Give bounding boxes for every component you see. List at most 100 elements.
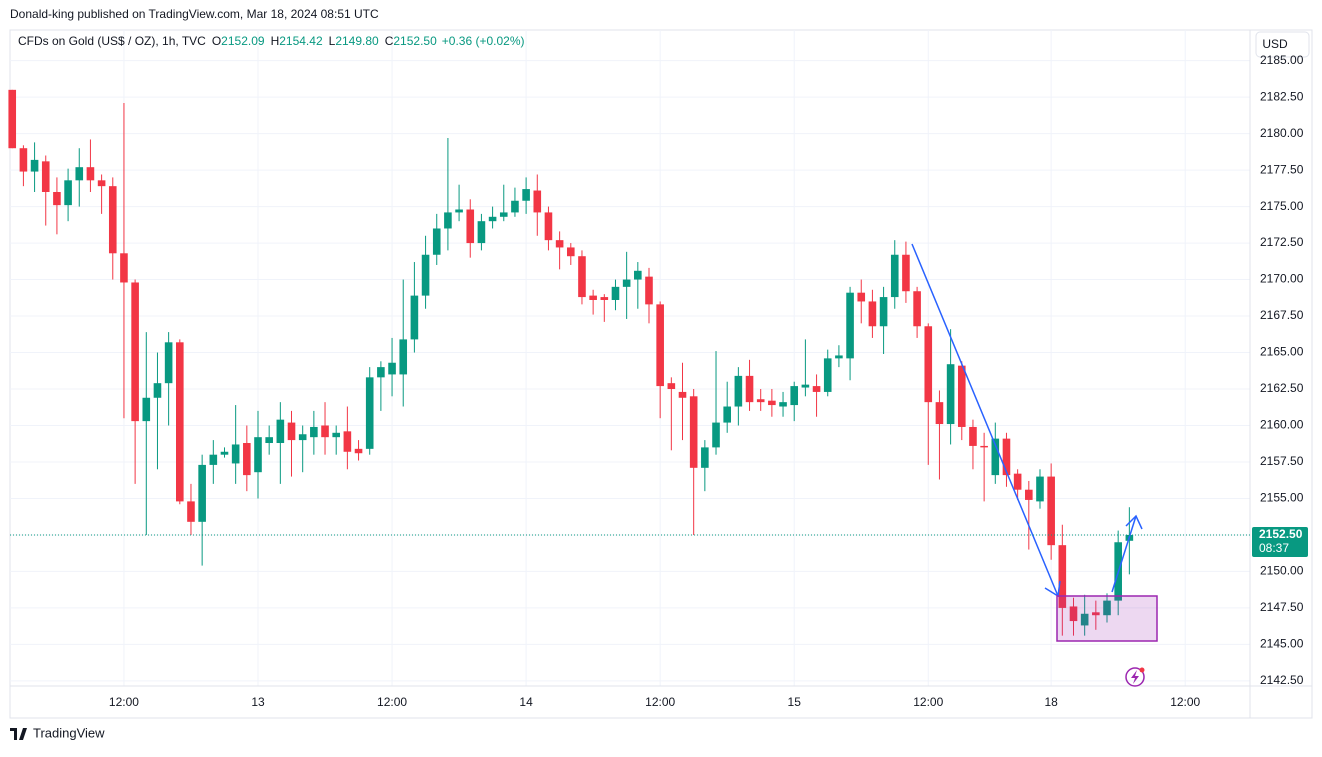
candle-body [868,301,877,327]
y-tick-label: 2185.00 [1260,53,1304,67]
highlight-box [1056,595,1158,642]
x-tick-label: 12:00 [1170,695,1200,709]
candle-body [41,161,50,192]
candle-body [176,342,184,502]
candle-body [924,326,933,403]
y-tick-label: 2170.00 [1260,272,1304,286]
candle-body [1036,476,1044,502]
candle-body [343,431,352,452]
candle-body [957,365,966,427]
candle-body [477,221,486,244]
ohlc-key: C [385,34,394,48]
candle-body [1058,545,1067,608]
brand: TradingView [33,725,105,740]
candle-body [511,200,519,213]
candle-body [120,253,128,283]
candle-body [97,180,106,187]
x-tick-label: 12:00 [913,695,943,709]
logo [10,728,27,740]
candle-body [421,254,430,296]
candle-body [332,432,340,438]
candle-body [522,189,530,201]
ohlc-key: O [212,34,221,48]
candle-body [1047,476,1055,546]
candle-body [689,396,698,468]
candle-body [19,148,28,172]
candle-body [634,270,642,280]
candle-body [231,444,240,464]
candle-body [254,437,262,473]
y-tick-label: 2147.50 [1260,600,1304,614]
y-tick-label: 2155.00 [1260,491,1304,505]
candle-body [913,291,921,327]
candle-body [499,212,508,217]
candle-body [455,209,463,213]
candle-body [399,339,408,375]
candle-body [287,422,296,441]
candle-body [656,304,664,387]
trend-arrow [911,243,1059,597]
candle-body [768,400,776,406]
candle-body [466,209,475,244]
candle-body [622,279,631,287]
candle-body [164,342,173,384]
candle-body [153,383,162,398]
trend-arrow [1111,515,1137,593]
candle-body [645,276,653,305]
y-tick-label: 2172.50 [1260,235,1304,249]
candle-body [377,367,385,378]
candle-body [209,454,218,465]
candle-body [86,167,95,181]
candle-body [734,375,743,407]
y-tick-label: 2175.00 [1260,199,1304,213]
x-tick-label: 13 [251,695,265,709]
candle-body [1069,606,1078,622]
candle-body [935,402,944,425]
y-tick-label: 2142.50 [1260,673,1304,687]
candle-body [64,180,72,206]
candle-body [488,216,497,222]
currency-button[interactable] [1255,31,1310,58]
candle-body [265,437,273,444]
grid [10,30,1250,686]
candle-body [298,434,307,441]
candle-body [712,422,720,448]
ohlc-value: 2152.50 [393,34,437,48]
candle-body [555,240,564,248]
candle-body [276,419,285,444]
candle-body [890,254,899,298]
candle-body [823,358,832,392]
candle-body [30,159,39,172]
countdown: 08:37 [1259,541,1289,555]
candle-body [701,447,709,468]
last-price-label: 2152.50 [1259,527,1303,541]
candle-body [1103,600,1111,616]
y-tick-label: 2157.50 [1260,454,1304,468]
candle-body [354,448,363,454]
candle-body [1080,613,1089,626]
candle-body [566,247,575,257]
candle-body [846,292,854,359]
ohlc-key: H [271,34,280,48]
candle-body [812,386,821,392]
y-tick-label: 2145.00 [1260,637,1304,651]
y-tick-label: 2177.50 [1260,162,1304,176]
candle-body [600,297,609,300]
candle-body [946,364,955,425]
candle-body [310,426,318,438]
candle-body [388,362,396,375]
candle-body [991,438,1000,476]
candle-body [745,375,754,403]
y-tick-label: 2162.50 [1260,381,1304,395]
x-tick-label: 12:00 [109,695,139,709]
last-price-tag [1252,526,1308,557]
candle-body [321,425,329,438]
chart-frame [9,29,1313,719]
candle-body [969,426,977,446]
candle-body [1092,612,1100,616]
ohlc-value: 2149.80 [335,34,379,48]
candle-body [75,167,84,181]
currency[interactable]: USD [1262,37,1288,51]
candle-body [365,377,374,449]
